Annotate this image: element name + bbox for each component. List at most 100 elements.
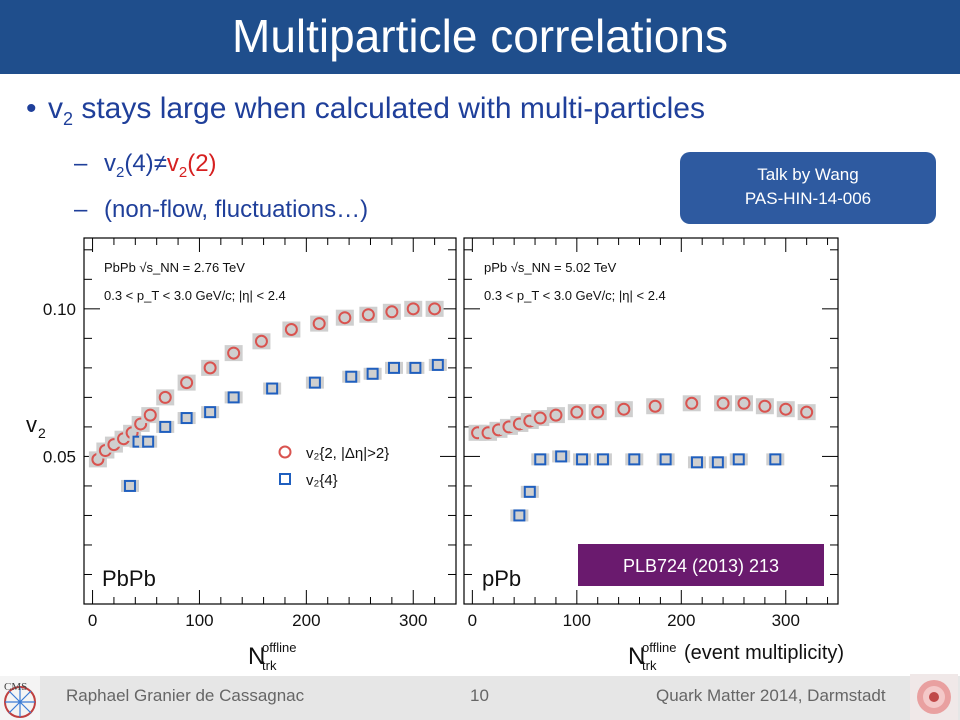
data-point — [284, 323, 298, 336]
data-point — [158, 390, 172, 404]
not-equal: ≠ — [153, 150, 167, 177]
data-point — [142, 435, 155, 448]
cms-logo-icon: CMS — [0, 676, 40, 720]
data-point — [312, 317, 326, 331]
y-axis-label-sub: 2 — [38, 425, 46, 441]
data-point — [159, 420, 172, 433]
panel-label: PbPb — [102, 566, 156, 591]
data-point — [690, 456, 703, 469]
x-axis-label-sup: offline — [642, 640, 676, 655]
data-point — [385, 305, 399, 319]
v2-4-sub: 2 — [116, 163, 125, 181]
x-tick-label: 200 — [667, 611, 695, 630]
data-point — [134, 417, 148, 431]
y-tick-label: 0.05 — [43, 447, 76, 466]
energy-annotation: PbPb √s_NN = 2.76 TeV — [104, 260, 245, 275]
series-v2-2 — [468, 395, 816, 441]
footer-bar — [0, 676, 960, 720]
data-point — [732, 453, 745, 466]
data-point — [428, 302, 442, 316]
data-point — [366, 367, 379, 380]
legend-marker-v2-4 — [279, 473, 291, 485]
data-point — [628, 453, 641, 466]
sub-bullet-v2-compare: – v2(4)≠v2(2) — [74, 150, 217, 181]
v2-4-v: v — [104, 150, 116, 177]
v2-2-v: v — [166, 150, 179, 177]
data-point — [570, 405, 584, 419]
svg-text:CMS: CMS — [4, 681, 27, 693]
y-tick-label: 0.10 — [43, 300, 76, 319]
data-point — [769, 453, 782, 466]
bullet-text-sub: 2 — [63, 109, 74, 129]
dash: – — [74, 196, 88, 223]
data-point — [716, 396, 730, 410]
data-point — [685, 396, 699, 410]
footer-author: Raphael Granier de Cassagnac — [66, 686, 305, 705]
panel-frame — [463, 237, 839, 605]
v2-2-sub: 2 — [178, 163, 188, 181]
slide-title: Multiparticle correlations — [232, 10, 728, 62]
x-axis-label-n: N — [248, 643, 265, 670]
legend — [278, 445, 292, 485]
data-point — [388, 361, 400, 374]
data-point — [648, 399, 662, 413]
data-point — [143, 408, 157, 422]
kinematic-cuts-annotation: 0.3 < p_T < 3.0 GeV/c; |η| < 2.4 — [104, 288, 286, 303]
data-point — [737, 396, 751, 410]
data-point — [254, 334, 268, 348]
footer-conference: Quark Matter 2014, Darmstadt — [656, 686, 886, 705]
data-point — [409, 361, 422, 374]
nonflow-text: (non-flow, fluctuations…) — [104, 196, 369, 223]
data-point — [711, 456, 724, 469]
data-point — [523, 485, 536, 498]
dash: – — [74, 150, 88, 177]
data-point — [513, 509, 526, 522]
y-axis — [84, 249, 456, 575]
data-point — [617, 402, 631, 416]
data-point — [266, 382, 279, 395]
data-point — [431, 358, 444, 371]
x-tick-label: 200 — [292, 611, 320, 630]
x-tick-label: 300 — [772, 611, 800, 630]
legend-marker-v2-2 — [278, 445, 292, 459]
data-point — [338, 311, 352, 325]
data-point — [533, 411, 547, 425]
data-point — [345, 370, 358, 383]
bullet-dot: • — [26, 92, 37, 125]
x-axis-label-sup: offline — [262, 640, 296, 655]
talk-reference-box: Talk by Wang PAS-HIN-14-006 — [680, 152, 936, 224]
title-bar — [0, 0, 960, 74]
x-tick-label: 100 — [185, 611, 213, 630]
x-axis — [471, 238, 829, 604]
kinematic-cuts-annotation: 0.3 < p_T < 3.0 GeV/c; |η| < 2.4 — [484, 288, 666, 303]
bullet-text-v: v — [48, 92, 63, 125]
bullet-main: • v2 stays large when calculated with mul… — [26, 92, 705, 130]
data-point — [549, 408, 563, 422]
energy-annotation: pPb √s_NN = 5.02 TeV — [484, 260, 617, 275]
data-point — [779, 402, 793, 416]
data-point — [406, 302, 420, 316]
talk-line-2: PAS-HIN-14-006 — [744, 189, 872, 208]
x-axis-label-note: (event multiplicity) — [684, 642, 844, 664]
panel-label: pPb — [482, 566, 521, 591]
x-tick-label: 0 — [468, 611, 477, 630]
data-point — [591, 405, 605, 419]
data-point — [576, 453, 589, 466]
data-point — [180, 412, 193, 425]
x-tick-label: 300 — [399, 611, 427, 630]
x-tick-label: 100 — [563, 611, 591, 630]
y-axis-label-v: v — [26, 412, 37, 437]
v2-multiplicity-chart: 0 100 200 300 0.05 0.10 PbPb √s_NN = 2.76 TeV 0… — [26, 237, 844, 673]
v2-4-arg: (4) — [124, 150, 154, 177]
sub-bullet-nonflow: – (non-flow, fluctuations…) — [74, 196, 368, 224]
data-point — [361, 308, 375, 322]
bullet-text-rest: stays large when calculated with multi-p… — [73, 92, 705, 125]
data-point — [308, 376, 321, 389]
data-point — [534, 453, 547, 466]
plb-reference-box — [578, 544, 824, 586]
data-point — [180, 376, 194, 390]
v2-2-arg: (2) — [187, 150, 217, 177]
x-axis-label-sub: trk — [642, 658, 657, 673]
plb-reference-text: PLB724 (2013) 213 — [623, 556, 779, 576]
series-v2-4 — [510, 450, 785, 522]
